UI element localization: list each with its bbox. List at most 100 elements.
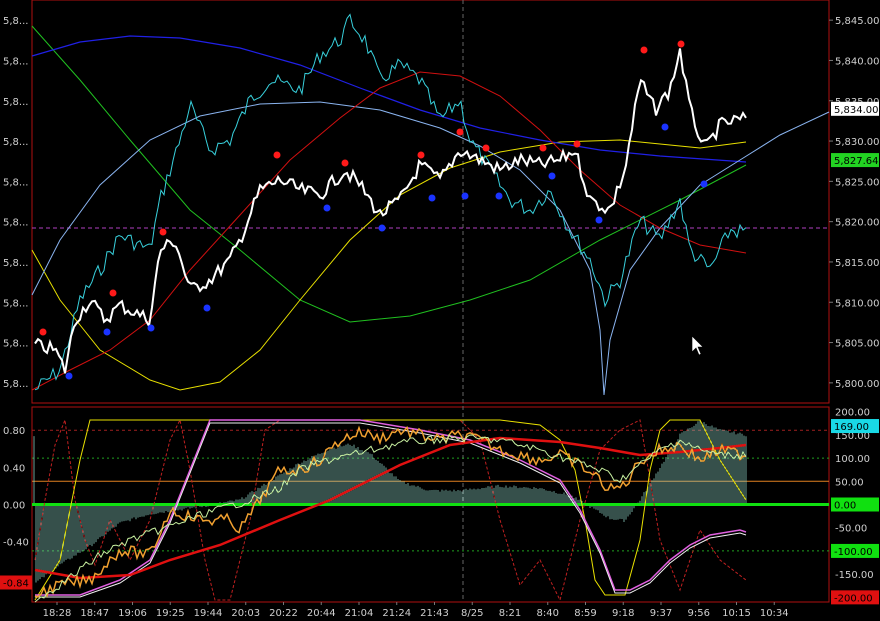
price-white-line [34, 48, 747, 374]
time-axis-label: 20:22 [269, 608, 298, 619]
oscillator-lightgreen-line [34, 433, 747, 603]
swing-low-dot [700, 180, 708, 188]
swing-high-dot [341, 159, 349, 167]
price-axis-label: 5,820.00 [835, 218, 880, 229]
oscillator-axis-label: 200.00 [835, 408, 870, 419]
time-axis-label: 10:15 [722, 608, 751, 619]
swing-low-dot [661, 123, 669, 131]
time-axis-label: 18:47 [80, 608, 109, 619]
oscillator-badge [831, 497, 879, 512]
swing-low-dot [548, 172, 556, 180]
ma-blue-line [31, 35, 747, 163]
oscillator-white-line [35, 422, 747, 598]
swing-low-dot [65, 372, 73, 380]
swing-high-dot [640, 46, 648, 54]
swing-low-dot [323, 204, 331, 212]
swing-low-dot [378, 224, 386, 232]
time-axis-label: 8:21 [499, 608, 521, 619]
swing-high-dot [39, 328, 47, 336]
time-axis-label: 19:44 [194, 608, 223, 619]
time-axis-label: 20:03 [231, 608, 260, 619]
price-axis-label: 5,810.00 [835, 298, 880, 309]
swing-low-dot [495, 192, 503, 200]
swing-high-dot [109, 289, 117, 297]
ma-yellow-line [31, 139, 747, 391]
left-axis-label: 5,8... [3, 177, 28, 188]
oscillator-badge-label: -100.00 [834, 547, 873, 558]
top-panel-frame [31, 0, 830, 404]
swing-high-dot [159, 228, 167, 236]
price-axis-label: 5,825.00 [835, 177, 880, 188]
oscillator-badge-label: -200.00 [834, 593, 873, 604]
price-badge-label: 5,834.00 [834, 105, 879, 116]
swing-high-dot [677, 40, 685, 48]
swing-low-dot [147, 324, 155, 332]
swing-high-dot [273, 151, 281, 159]
time-axis-label: 21:04 [345, 608, 374, 619]
time-axis-label: 10:34 [760, 608, 789, 619]
oscillator-red-line [34, 436, 747, 580]
oscillator-pink-line [35, 419, 747, 596]
left-axis-label: 5,8... [3, 16, 28, 27]
price-badge [831, 101, 879, 116]
left-axis-label: 5,8... [3, 379, 28, 390]
time-axis-label: 9:18 [612, 608, 634, 619]
swing-high-dot [539, 144, 547, 152]
time-axis-label: 8:40 [537, 608, 559, 619]
arc-lightblue-line [31, 101, 830, 396]
price-axis-label: 5,815.00 [835, 258, 880, 269]
swing-high-dot [573, 140, 581, 148]
time-axis-label: 19:06 [118, 608, 147, 619]
swing-low-dot [428, 194, 436, 202]
time-axis-label: 21:24 [382, 608, 411, 619]
price-cyan-line [34, 13, 747, 391]
time-axis-label: 19:25 [156, 608, 185, 619]
price-badge [831, 153, 879, 168]
oscillator-left-label: -0.40 [3, 538, 29, 549]
oscillator-left-label: 0.80 [3, 426, 25, 437]
oscillator-axis-label: 150.00 [835, 431, 870, 442]
oscillator-left-label: 0.40 [3, 463, 25, 474]
price-axis-label: 5,845.00 [835, 16, 880, 27]
oscillator-axis-label: 100.00 [835, 454, 870, 465]
oscillator-left-badge [0, 575, 32, 590]
swing-high-dot [417, 151, 425, 159]
left-axis-label: 5,8... [3, 97, 28, 108]
ma-red-line [31, 71, 747, 391]
time-axis-label: 8/25 [461, 608, 483, 619]
ma-green-line [31, 25, 747, 323]
oscillator-axis-label: -50.00 [835, 524, 867, 535]
oscillator-left-label: 0.00 [3, 501, 25, 512]
mouse-cursor-icon [691, 335, 704, 356]
left-axis-label: 5,8... [3, 339, 28, 350]
oscillator-yellow-line [34, 419, 747, 601]
price-axis-label: 5,800.00 [835, 379, 880, 390]
oscillator-badge [831, 543, 879, 558]
time-axis-label: 20:44 [307, 608, 336, 619]
oscillator-badge [831, 419, 879, 434]
price-axis-label: 5,805.00 [835, 339, 880, 350]
oscillator-axis-label: -150.00 [835, 570, 874, 581]
swing-low-dot [595, 216, 603, 224]
oscillator-orange-line [34, 425, 747, 599]
time-axis-label: 8:59 [574, 608, 596, 619]
swing-low-dot [203, 304, 211, 312]
stochastic-dashed-line [34, 418, 747, 602]
time-axis-label: 9:56 [688, 608, 710, 619]
left-axis-label: 5,8... [3, 56, 28, 67]
price-axis-label: 5,830.00 [835, 137, 880, 148]
oscillator-badge-label: 169.00 [834, 422, 869, 433]
time-axis-label: 9:37 [650, 608, 672, 619]
time-axis-label: 18:28 [43, 608, 72, 619]
left-axis-label: 5,8... [3, 137, 28, 148]
oscillator-axis-label: 50.00 [835, 477, 864, 488]
left-axis-label: 5,8... [3, 218, 28, 229]
swing-high-dot [482, 144, 490, 152]
oscillator-badge [831, 590, 879, 605]
oscillator-badge-label: 0.00 [834, 501, 856, 512]
left-axis-label: 5,8... [3, 298, 28, 309]
left-axis-label: 5,8... [3, 258, 28, 269]
swing-low-dot [103, 328, 111, 336]
